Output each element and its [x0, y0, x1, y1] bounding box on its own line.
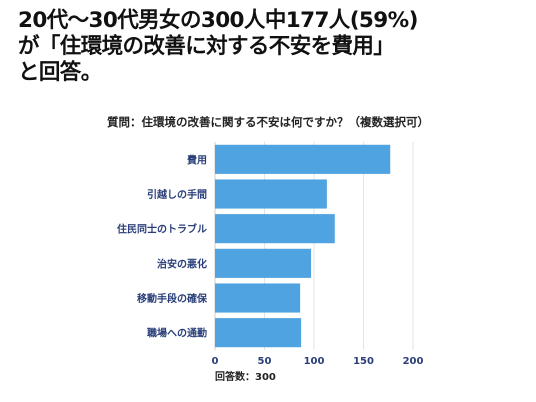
- headline: 20代〜30代男女の300人中177人(59%) が「住環境の改善に対する不安を…: [18, 8, 523, 86]
- x-tick-label: 100: [304, 356, 325, 367]
- headline-line-1: 20代〜30代男女の300人中177人(59%): [18, 8, 418, 33]
- headline-line-2: が「住環境の改善に対する不安を費用」: [18, 34, 395, 59]
- bar: [215, 248, 312, 278]
- bar: [215, 179, 327, 209]
- category-label: 職場への通勤: [147, 327, 207, 340]
- bar: [215, 144, 391, 174]
- category-label: 引越しの手間: [147, 188, 207, 201]
- headline-line-3: と回答。: [18, 60, 102, 85]
- chart-title: 質問：住環境の改善に関する不安は何ですか？（複数選択可）: [107, 115, 429, 129]
- gridlines: [214, 142, 414, 350]
- category-label: 移動手段の確保: [137, 292, 208, 305]
- x-axis-label: 回答数：300: [215, 370, 276, 383]
- bar: [215, 318, 302, 348]
- category-label: 費用: [187, 153, 207, 166]
- bar: [215, 283, 301, 313]
- x-tick-label: 200: [403, 356, 424, 367]
- category-label: 住民同士のトラブル: [117, 223, 207, 236]
- x-tick-label: 50: [258, 356, 272, 367]
- bars: [215, 144, 391, 348]
- bar: [215, 214, 335, 244]
- x-axis-ticks: 0 50 100 150 200: [212, 356, 424, 367]
- x-tick-label: 150: [353, 356, 374, 367]
- x-tick-label: 0: [212, 356, 219, 367]
- category-label: 治安の悪化: [157, 257, 207, 270]
